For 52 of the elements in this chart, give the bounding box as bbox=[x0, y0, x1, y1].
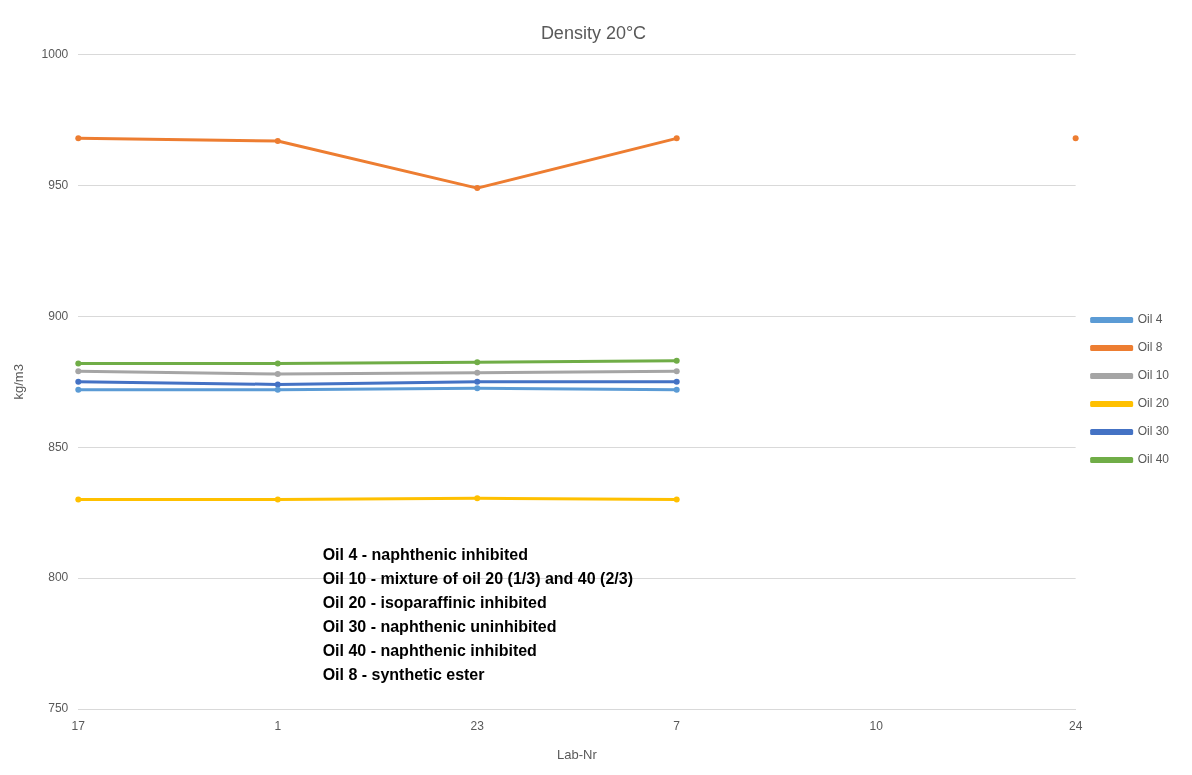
point bbox=[1072, 135, 1079, 142]
point bbox=[474, 495, 481, 502]
annotation: Oil 10 - mixture of oil 20 (1/3) and 40 (2/3) bbox=[322, 569, 633, 587]
point bbox=[75, 135, 82, 142]
y-tick-label: 850 bbox=[48, 439, 69, 454]
point bbox=[474, 185, 481, 192]
legend-label: Oil 30 bbox=[1137, 424, 1170, 439]
legend-label: Oil 40 bbox=[1137, 452, 1170, 467]
point bbox=[474, 378, 481, 385]
y-axis-title: kg/m3 bbox=[11, 364, 27, 400]
x-tick-label: 1 bbox=[274, 718, 282, 733]
point bbox=[75, 378, 82, 385]
point bbox=[474, 369, 481, 376]
point bbox=[274, 386, 281, 393]
legend-label: Oil 20 bbox=[1137, 396, 1170, 411]
x-axis-title: Lab-Nr bbox=[557, 746, 598, 762]
x-tick-label: 23 bbox=[470, 718, 485, 733]
x-tick-label: 24 bbox=[1068, 718, 1083, 733]
point bbox=[274, 137, 281, 144]
point bbox=[474, 359, 481, 366]
point bbox=[474, 385, 481, 392]
point bbox=[274, 496, 281, 503]
legend-label: Oil 10 bbox=[1137, 368, 1170, 383]
x-tick-label: 10 bbox=[869, 718, 884, 733]
annotation: Oil 40 - naphthenic inhibited bbox=[322, 641, 537, 659]
point bbox=[75, 386, 82, 393]
point bbox=[673, 386, 680, 393]
annotation: Oil 8 - synthetic ester bbox=[322, 665, 485, 683]
point bbox=[673, 357, 680, 364]
legend-label: Oil 4 bbox=[1137, 312, 1163, 327]
point bbox=[274, 370, 281, 377]
y-tick-label: 750 bbox=[48, 701, 69, 716]
y-tick-label: 900 bbox=[48, 308, 69, 323]
point bbox=[75, 368, 82, 375]
x-tick-label: 17 bbox=[71, 718, 86, 733]
point bbox=[274, 360, 281, 367]
y-tick-label: 800 bbox=[48, 570, 69, 585]
annotation: Oil 30 - naphthenic uninhibited bbox=[322, 617, 557, 635]
point bbox=[673, 368, 680, 375]
annotation: Oil 4 - naphthenic inhibited bbox=[322, 545, 528, 563]
y-tick-label: 950 bbox=[48, 177, 69, 192]
point bbox=[274, 381, 281, 388]
point bbox=[673, 378, 680, 385]
point bbox=[673, 135, 680, 142]
legend-label: Oil 8 bbox=[1137, 340, 1163, 355]
chart-title: Density 20°C bbox=[540, 22, 647, 43]
point bbox=[75, 496, 82, 503]
point bbox=[75, 360, 82, 367]
x-tick-label: 7 bbox=[673, 718, 681, 733]
y-tick-label: 1000 bbox=[41, 46, 69, 61]
point bbox=[673, 496, 680, 503]
annotation: Oil 20 - isoparaffinic inhibited bbox=[322, 593, 547, 611]
